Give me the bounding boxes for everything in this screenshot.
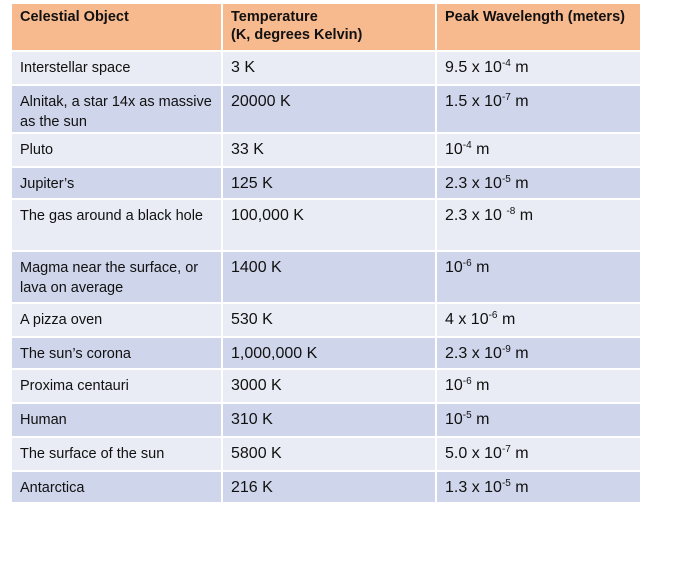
- table-row: The sun’s corona 1,000,000 K 2.3 x 10-9 m: [12, 337, 642, 370]
- wavelength-cell: 2.3 x 10-5 m: [436, 167, 642, 200]
- wavelength-mantissa: 2.3 x 10: [445, 207, 507, 224]
- wavelength-unit: m: [471, 259, 490, 276]
- header-object: Celestial Object: [12, 4, 223, 52]
- temperature-cell: 1400 K: [222, 251, 437, 304]
- object-cell: Magma near the surface, or lava on avera…: [12, 251, 223, 304]
- wavelength-mantissa: 9.5 x 10: [445, 59, 502, 76]
- table-row: Magma near the surface, or lava on avera…: [12, 251, 642, 304]
- wavelength-exponent: -6: [462, 376, 472, 387]
- header-temperature: Temperature (K, degrees Kelvin): [222, 4, 437, 52]
- object-cell: Alnitak, a star 14x as massive as the su…: [12, 85, 223, 134]
- object-cell: A pizza oven: [12, 303, 223, 338]
- wavelength-cell: 2.3 x 10-9 m: [436, 337, 642, 370]
- table-row: Proxima centauri 3000 K 10-6 m: [12, 369, 642, 404]
- wavelength-mantissa: 1.3 x 10: [445, 479, 502, 496]
- temperature-cell: 3000 K: [222, 369, 437, 404]
- wavelength-exponent: -4: [501, 58, 511, 69]
- wavelength-exponent: -4: [462, 140, 472, 151]
- wavelength-cell: 1.3 x 10-5 m: [436, 471, 642, 504]
- wavelength-cell: 10-5 m: [436, 403, 642, 438]
- wavelength-exponent: -5: [501, 478, 511, 489]
- temperature-cell: 20000 K: [222, 85, 437, 134]
- wavelength-mantissa: 2.3 x 10: [445, 175, 502, 192]
- wavelength-unit: m: [510, 445, 529, 462]
- wavelength-unit: m: [471, 377, 490, 394]
- object-cell: Interstellar space: [12, 51, 223, 86]
- object-cell: Human: [12, 403, 223, 438]
- object-cell: Pluto: [12, 133, 223, 168]
- temperature-cell: 100,000 K: [222, 199, 437, 252]
- temperature-cell: 33 K: [222, 133, 437, 168]
- object-cell: The surface of the sun: [12, 437, 223, 472]
- wavelength-cell: 5.0 x 10-7 m: [436, 437, 642, 472]
- wavelength-unit: m: [497, 311, 516, 328]
- wavelength-cell: 10-6 m: [436, 251, 642, 304]
- wavelength-mantissa: 4 x 10: [445, 311, 489, 328]
- wavelength-exponent: -5: [462, 410, 472, 421]
- table-row: Jupiter’s 125 K 2.3 x 10-5 m: [12, 167, 642, 200]
- temperature-cell: 310 K: [222, 403, 437, 438]
- temperature-cell: 125 K: [222, 167, 437, 200]
- header-wavelength: Peak Wavelength (meters): [436, 4, 642, 52]
- wavelength-cell: 9.5 x 10-4 m: [436, 51, 642, 86]
- wavelength-exponent: -9: [501, 344, 511, 355]
- wavelength-cell: 2.3 x 10 -8 m: [436, 199, 642, 252]
- wavelength-mantissa: 5.0 x 10: [445, 445, 502, 462]
- temperature-cell: 3 K: [222, 51, 437, 86]
- table-row: Alnitak, a star 14x as massive as the su…: [12, 85, 642, 134]
- wavelength-exponent: -7: [501, 444, 511, 455]
- table-row: The gas around a black hole 100,000 K 2.3 …: [12, 199, 642, 252]
- wavelength-exponent: -6: [462, 258, 472, 269]
- celestial-temperature-table: Celestial Object Temperature (K, degrees…: [12, 4, 642, 504]
- wavelength-mantissa: 2.3 x 10: [445, 345, 502, 362]
- wavelength-unit: m: [510, 59, 529, 76]
- wavelength-mantissa: 10: [445, 411, 463, 428]
- table-row: Antarctica 216 K 1.3 x 10-5 m: [12, 471, 642, 504]
- wavelength-cell: 10-4 m: [436, 133, 642, 168]
- header-row: Celestial Object Temperature (K, degrees…: [12, 4, 642, 52]
- table-row: Interstellar space 3 K 9.5 x 10-4 m: [12, 51, 642, 86]
- wavelength-exponent: -8: [506, 206, 516, 217]
- table-row: The surface of the sun 5800 K 5.0 x 10-7 m: [12, 437, 642, 472]
- wavelength-exponent: -5: [501, 174, 511, 185]
- temperature-cell: 1,000,000 K: [222, 337, 437, 370]
- table-row: Pluto 33 K 10-4 m: [12, 133, 642, 168]
- header-temperature-unit: (K, degrees Kelvin): [231, 27, 363, 43]
- object-cell: The sun’s corona: [12, 337, 223, 370]
- temperature-cell: 5800 K: [222, 437, 437, 472]
- table-row: Human 310 K 10-5 m: [12, 403, 642, 438]
- wavelength-unit: m: [510, 345, 529, 362]
- wavelength-unit: m: [471, 411, 490, 428]
- wavelength-exponent: -7: [501, 92, 511, 103]
- wavelength-mantissa: 1.5 x 10: [445, 93, 502, 110]
- wavelength-cell: 10-6 m: [436, 369, 642, 404]
- wavelength-exponent: -6: [488, 310, 498, 321]
- wavelength-cell: 4 x 10-6 m: [436, 303, 642, 338]
- temperature-cell: 216 K: [222, 471, 437, 504]
- wavelength-unit: m: [510, 93, 529, 110]
- object-cell: The gas around a black hole: [12, 199, 223, 252]
- wavelength-unit: m: [510, 175, 529, 192]
- wavelength-unit: m: [510, 479, 529, 496]
- object-cell: Antarctica: [12, 471, 223, 504]
- object-cell: Proxima centauri: [12, 369, 223, 404]
- header-temperature-label: Temperature: [231, 9, 318, 25]
- wavelength-unit: m: [515, 207, 534, 224]
- wavelength-mantissa: 10: [445, 141, 463, 158]
- wavelength-unit: m: [471, 141, 490, 158]
- wavelength-mantissa: 10: [445, 259, 463, 276]
- object-cell: Jupiter’s: [12, 167, 223, 200]
- wavelength-mantissa: 10: [445, 377, 463, 394]
- temperature-cell: 530 K: [222, 303, 437, 338]
- wavelength-cell: 1.5 x 10-7 m: [436, 85, 642, 134]
